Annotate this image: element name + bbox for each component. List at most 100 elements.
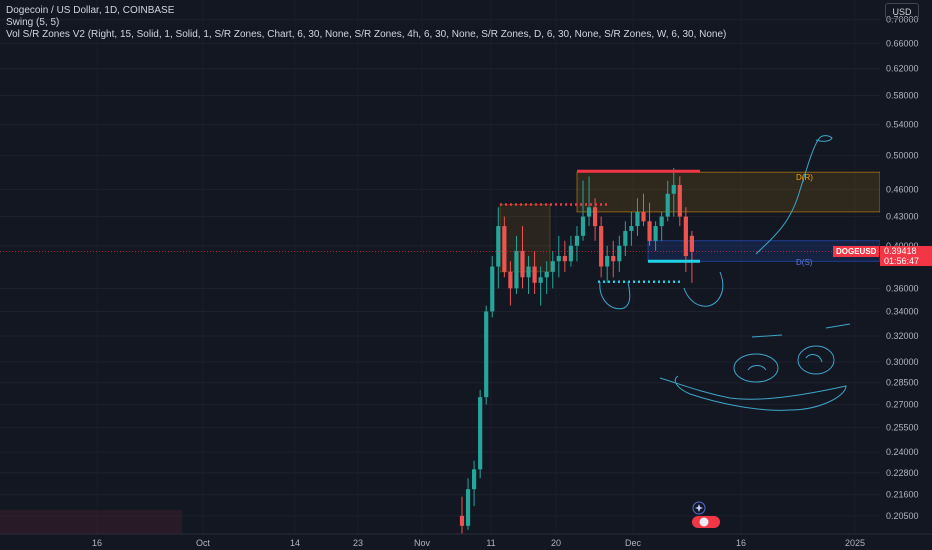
candle: [617, 235, 622, 272]
drawing-arrow-up: [755, 135, 833, 255]
candle: [465, 478, 471, 530]
legend-swing-indicator: Swing (5, 5): [6, 17, 60, 28]
drawing-pupil-left: [747, 365, 767, 371]
sr-zones: [499, 171, 881, 273]
candle-body: [611, 256, 616, 262]
price-tick-label: 0.32000: [886, 331, 919, 341]
candle: [532, 250, 537, 295]
candle: [665, 180, 670, 222]
candle: [490, 256, 495, 318]
candle: [574, 226, 580, 262]
left-shaded-zone: [0, 510, 182, 534]
price-axis-background: [880, 0, 932, 534]
candle-body: [550, 261, 555, 272]
hand-drawings: [599, 135, 851, 411]
drawing-mouth: [659, 375, 847, 411]
price-tick-label: 0.22800: [886, 468, 919, 478]
candle-body: [635, 211, 640, 227]
price-tick-label: 0.70000: [886, 15, 919, 25]
price-tick-label: 0.66000: [886, 38, 919, 48]
time-tick-label: 2025: [845, 538, 865, 548]
candle: [502, 216, 507, 278]
candle: [550, 250, 555, 289]
candle-body: [568, 245, 573, 262]
candle-body: [556, 256, 561, 262]
drawing-smile-1: [599, 281, 631, 310]
candles: [459, 167, 694, 534]
candle: [520, 226, 525, 289]
price-tick-label: 0.36000: [886, 283, 919, 293]
candle: [459, 496, 465, 534]
candle: [623, 221, 628, 257]
candle-countdown: 01:56:47: [884, 255, 920, 266]
candle: [556, 235, 561, 278]
time-tick-label: 23: [353, 538, 363, 548]
candle-body: [647, 221, 652, 241]
symbol-price-tag: DOGEUSD: [833, 245, 880, 257]
zone-label-resistance: D(R): [796, 173, 813, 182]
chart-legend: Dogecoin / US Dollar, 1D, COINBASE Swing…: [6, 5, 726, 41]
candle: [605, 245, 610, 283]
candle: [653, 221, 658, 251]
candle-body: [599, 226, 604, 267]
time-tick-label: 20: [551, 538, 561, 548]
flag-icon: [699, 517, 709, 527]
candle-body: [683, 216, 688, 257]
candle: [478, 389, 483, 479]
candle: [671, 167, 676, 217]
price-tick-label: 0.30000: [886, 357, 919, 367]
candle: [526, 256, 531, 295]
time-axis[interactable]: 16 Oct 14 23 Nov 11 20 Dec 16 2025: [0, 533, 932, 548]
price-axis[interactable]: 0.70000 0.66000 0.62000 0.58000 0.54000 0.500…: [880, 0, 932, 534]
candle-body: [544, 271, 549, 278]
candle: [689, 230, 694, 283]
candle-body: [502, 226, 507, 272]
price-tick-label: 0.21600: [886, 490, 919, 500]
candle: [635, 198, 640, 236]
price-tick-label: 0.25500: [886, 423, 919, 433]
candle-body: [514, 250, 519, 289]
candle: [568, 235, 573, 267]
candle-body: [677, 184, 682, 217]
candle-body: [593, 207, 598, 227]
candle-body: [520, 250, 525, 278]
swing-zone-box: [499, 204, 551, 273]
candle-body: [665, 193, 670, 217]
candle-body: [623, 230, 628, 246]
event-markers[interactable]: [692, 501, 720, 528]
time-tick-label: 16: [736, 538, 746, 548]
candle: [544, 261, 549, 295]
price-tick-label: 0.20500: [886, 511, 919, 521]
candle: [659, 211, 664, 241]
candle-body: [605, 256, 610, 267]
candle-body: [580, 216, 586, 236]
candle: [629, 211, 634, 246]
candle-body: [459, 515, 465, 526]
time-tick-label: 16: [92, 538, 102, 548]
price-tick-label: 0.24000: [886, 447, 919, 457]
resistance-zone: [576, 171, 881, 213]
currency-button[interactable]: USD: [885, 3, 919, 19]
candle: [599, 216, 604, 278]
candle-body: [641, 211, 646, 222]
candle-body: [586, 207, 592, 217]
candle: [508, 261, 513, 306]
candle-body: [562, 256, 567, 262]
time-tick-label: Dec: [625, 538, 642, 548]
candle-body: [472, 469, 477, 490]
candle: [611, 240, 616, 278]
drawing-smile-2: [683, 271, 724, 307]
drawing-pupil-right: [805, 354, 823, 363]
zone-label-support: D(S): [796, 258, 813, 267]
candle: [580, 180, 586, 241]
time-tick-label: 11: [486, 538, 495, 548]
candle-body: [617, 245, 622, 262]
price-tick-label: 0.58000: [886, 91, 919, 101]
candle: [472, 460, 477, 507]
price-tick-label: 0.62000: [886, 64, 919, 74]
price-tick-label: 0.50000: [886, 151, 919, 161]
legend-sr-zones-indicator: Vol S/R Zones V2 (Right, 15, Solid, 1, S…: [6, 29, 727, 40]
sr-levels: [500, 169, 700, 283]
